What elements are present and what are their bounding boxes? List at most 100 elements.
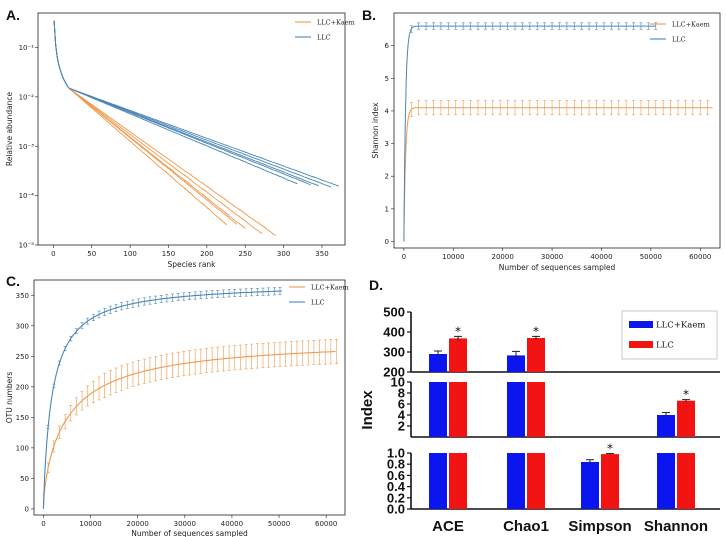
- x-tick-label: 60000: [689, 253, 711, 261]
- y-axis-label: OTU numbers: [5, 372, 14, 424]
- y-tick-label: 2: [385, 173, 389, 181]
- y-tick-label: 3: [385, 140, 389, 148]
- bar: [657, 453, 675, 509]
- bar: [449, 338, 467, 372]
- rarefaction-line: [403, 25, 656, 242]
- bar: [657, 415, 675, 437]
- bar: [449, 453, 467, 509]
- rank-abundance-line: [53, 20, 319, 187]
- legend-label: LLC: [317, 34, 331, 42]
- bar: [527, 382, 545, 437]
- y-tick-label: 500: [383, 305, 405, 320]
- bar: [449, 382, 467, 437]
- rank-abundance-line: [53, 20, 332, 188]
- x-tick-label: 350: [315, 250, 328, 258]
- x-tick-label: 40000: [590, 253, 612, 261]
- legend-swatch: [629, 341, 653, 348]
- plot-frame: [393, 12, 721, 249]
- y-tick-label: 4: [385, 107, 390, 115]
- x-tick-label: 0: [41, 520, 45, 528]
- y-tick-label: 0: [385, 238, 389, 246]
- rarefaction-line: [403, 107, 713, 242]
- y-axis-label: Index: [359, 390, 376, 430]
- bar: [677, 453, 695, 509]
- panel-label: C.: [6, 273, 20, 289]
- y-tick-label: 400: [383, 325, 405, 340]
- rank-abundance-line: [53, 20, 227, 225]
- bar: [429, 354, 447, 372]
- legend-swatch: [629, 321, 653, 328]
- bar: [581, 461, 599, 509]
- panel-c: C. 0 10000 20000 30000 40000 50000 60000 0 50 100 1…: [5, 273, 349, 537]
- y-tick-label: 1.0: [387, 446, 405, 461]
- y-tick-label: 0: [25, 505, 29, 513]
- bar: [429, 453, 447, 509]
- y-tick-label: 10⁻²: [19, 93, 35, 101]
- y-axis-label: Shannon index: [371, 102, 380, 158]
- x-tick-label: 30000: [541, 253, 563, 261]
- legend-label: LLC+Kaem: [311, 284, 349, 292]
- panel-a: A. 0 50 100 150 200 250 300 350 10⁻⁵ 10⁻⁴ 10⁻³ 10⁻² 1…: [5, 7, 355, 269]
- legend-label: LLC+Kaem: [317, 19, 355, 27]
- bar: [601, 454, 619, 509]
- panel-label: D.: [369, 277, 383, 293]
- y-tick-label: 10⁻⁴: [19, 192, 35, 200]
- significance-marker: *: [455, 324, 461, 338]
- x-tick-label: 0: [402, 253, 406, 261]
- significance-marker: *: [683, 388, 689, 402]
- rank-abundance-line: [53, 20, 311, 186]
- panel-label: B.: [362, 7, 376, 23]
- x-tick-label: 10000: [79, 520, 101, 528]
- rank-abundance-line: [53, 20, 276, 236]
- y-tick-label: 1: [385, 205, 389, 213]
- legend-label: LLC: [311, 299, 325, 307]
- y-tick-label: 300: [383, 345, 405, 360]
- bar: [527, 338, 545, 372]
- y-tick-label: 8: [398, 386, 405, 401]
- y-tick-label: 5: [385, 75, 389, 83]
- category-label: Simpson: [568, 518, 631, 535]
- rarefaction-line: [42, 350, 336, 509]
- x-tick-label: 50000: [268, 520, 290, 528]
- x-tick-label: 50: [87, 250, 96, 258]
- y-tick-label: 0.6: [387, 468, 405, 483]
- rank-abundance-line: [53, 20, 246, 229]
- x-tick-label: 200: [200, 250, 213, 258]
- y-tick-label: 150: [16, 414, 29, 422]
- legend-label: LLC: [317, 34, 331, 42]
- y-tick-label: 10: [391, 375, 405, 390]
- category-label: Chao1: [503, 518, 549, 535]
- rarefaction-line: [42, 290, 282, 509]
- y-tick-label: 200: [16, 383, 29, 391]
- category-label: ACE: [432, 518, 464, 535]
- x-axis-label: Number of sequences sampled: [131, 529, 248, 537]
- bar: [507, 453, 525, 509]
- x-tick-label: 0: [51, 250, 55, 258]
- y-tick-label: 0.4: [387, 479, 406, 494]
- y-axis-label: Relative abundance: [5, 91, 14, 166]
- y-tick-label: 50: [20, 475, 29, 483]
- bar: [507, 355, 525, 372]
- legend-label: LLC+Kaem: [656, 321, 705, 331]
- y-tick-label: 0.8: [387, 457, 405, 472]
- category-label: Shannon: [644, 518, 708, 535]
- panel-b: B. 0 10000 20000 30000 40000 50000 60000 0 1 2 3 4 5 6…: [362, 7, 721, 272]
- bar: [429, 382, 447, 437]
- y-tick-label: 300: [16, 322, 29, 330]
- x-tick-label: 10000: [442, 253, 464, 261]
- x-axis-label: Species rank: [167, 260, 216, 269]
- x-tick-label: 20000: [127, 520, 149, 528]
- panel-label: A.: [6, 7, 20, 23]
- x-tick-label: 20000: [492, 253, 514, 261]
- legend-label: LLC: [656, 341, 674, 351]
- y-tick-label: 250: [16, 353, 29, 361]
- y-tick-label: 0.2: [387, 490, 405, 505]
- y-tick-label: 0.0: [387, 502, 405, 517]
- x-tick-label: 100: [123, 250, 136, 258]
- y-tick-label: 10⁻⁵: [19, 242, 35, 250]
- plot-frame: [37, 12, 346, 246]
- bar: [677, 400, 695, 437]
- x-tick-label: 300: [277, 250, 290, 258]
